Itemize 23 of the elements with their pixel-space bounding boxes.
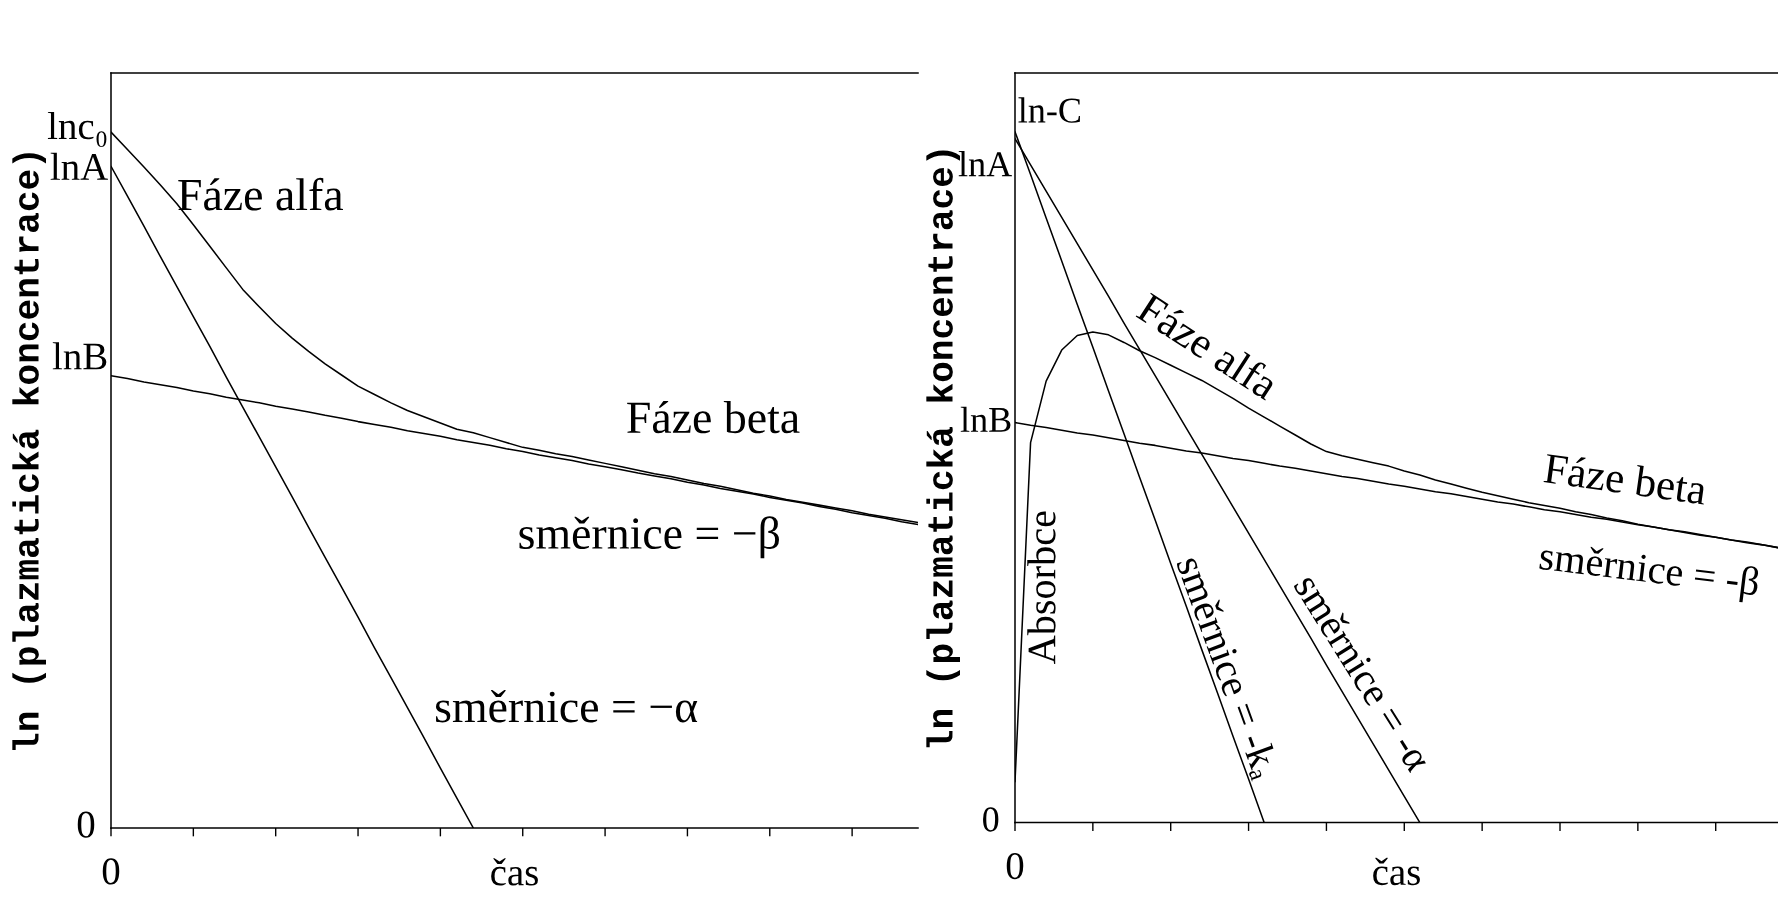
annotation: směrnice = −α (436, 690, 698, 723)
annotation: Fáze alfa (178, 177, 343, 211)
text: 0 (983, 807, 999, 832)
text: lnB (52, 342, 107, 370)
text: lnc₀ (47, 111, 107, 148)
x-axis-title: čas (1373, 857, 1420, 886)
text: 0 (102, 858, 120, 885)
annotation: směrnice = −β (519, 516, 779, 559)
x-axis-title: čas (491, 858, 538, 886)
text: 0 (77, 811, 95, 838)
text: lnA (958, 151, 1012, 177)
text: lnA (50, 152, 108, 180)
y-axis-title: ln (plazmatická koncentrace) (926, 150, 960, 748)
y-axis-title: ln (plazmatická koncentrace) (12, 153, 46, 750)
annotation: Absorbce (1027, 511, 1056, 665)
annotation: Fáze beta (627, 400, 800, 434)
text: 0 (1006, 852, 1024, 880)
annotation: Fáze beta (1543, 452, 1708, 506)
text: lnB (960, 406, 1011, 432)
annotation: Fáze alfa (1135, 290, 1282, 401)
text: ln-C (1018, 97, 1080, 123)
annotation: směrnice = -kₐ (1172, 554, 1282, 782)
annotation: směrnice = -β (1538, 540, 1760, 604)
